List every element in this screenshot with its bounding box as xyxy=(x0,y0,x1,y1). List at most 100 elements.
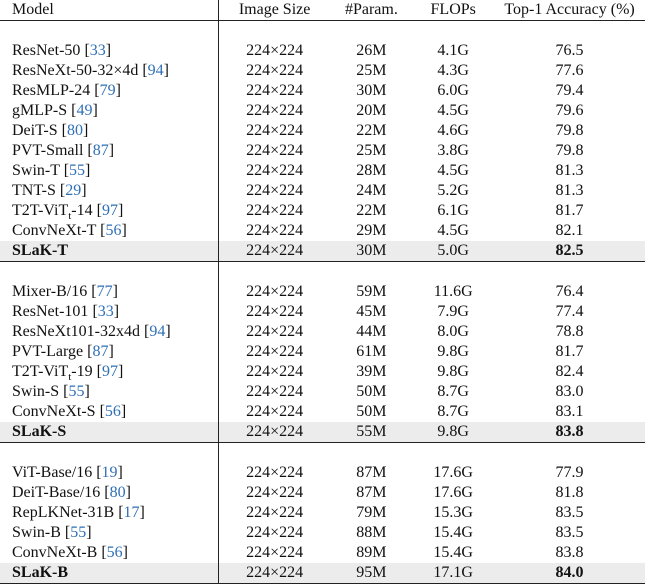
table-body: ResNet-50 [33] 224×224 26M 4.1G 76.5 ResNeXt-… xyxy=(0,20,645,584)
cell-flops: 17.1G xyxy=(412,563,495,584)
group-spacer xyxy=(0,261,645,282)
highlight-row: SLaK-S 224×224 55M 9.8G 83.8 xyxy=(0,422,645,443)
table-row: ConvNeXt-S [56] 224×224 50M 8.7G 83.1 xyxy=(0,402,645,422)
model-name: DeiT-Base/16 xyxy=(12,484,105,501)
cell-top1-accuracy: 77.9 xyxy=(555,464,584,481)
citation-link[interactable]: 87 xyxy=(92,142,109,159)
citation-link[interactable]: 33 xyxy=(89,42,106,59)
citation-link[interactable]: 94 xyxy=(149,323,166,340)
table-row: ResMLP-24 [79] 224×224 30M 6.0G 79.4 xyxy=(0,81,645,101)
citation-link[interactable]: 94 xyxy=(147,62,164,79)
citation-link[interactable]: 80 xyxy=(66,122,83,139)
cell-params: 24M xyxy=(356,182,387,199)
table-row: gMLP-S [49] 224×224 20M 4.5G 79.6 xyxy=(0,101,645,121)
cell-model: SLaK-S xyxy=(0,422,219,443)
cell-model: Mixer-B/16 [77] xyxy=(0,282,219,302)
cell-image-size: 224×224 xyxy=(246,102,304,119)
cell-flops: 6.1G xyxy=(437,202,469,219)
cell-params: 50M xyxy=(356,383,387,400)
cell-flops: 9.8G xyxy=(437,363,469,380)
cell-params: 95M xyxy=(330,563,413,584)
citation-link[interactable]: 56 xyxy=(104,403,121,420)
table-row: ResNeXt101-32x4d [94] 224×224 44M 8.0G 78.8 xyxy=(0,322,645,342)
cell-params: 26M xyxy=(356,42,387,59)
model-name: ViT-Base/16 xyxy=(12,464,97,481)
highlight-row: SLaK-T 224×224 30M 5.0G 82.5 xyxy=(0,241,645,262)
citation-link[interactable]: 79 xyxy=(99,82,116,99)
citation-link[interactable]: 97 xyxy=(101,202,118,219)
citation-link[interactable]: 87 xyxy=(92,343,109,360)
citation-link[interactable]: 55 xyxy=(68,383,85,400)
cell-image-size: 224×224 xyxy=(246,484,304,501)
cell-flops: 8.0G xyxy=(437,323,469,340)
table-row: DeiT-S [80] 224×224 22M 4.6G 79.8 xyxy=(0,121,645,141)
cell-top1-accuracy: 76.4 xyxy=(555,283,584,300)
cell-model: ResNeXt-50-32×4d [94] xyxy=(0,61,219,81)
cell-model: DeiT-S [80] xyxy=(0,121,219,141)
header-flops: FLOPs xyxy=(430,1,476,18)
header-params: #Param. xyxy=(344,1,398,18)
table-header-row: Model Image Size #Param. FLOPs Top-1 Acc… xyxy=(0,0,645,21)
cell-flops: 7.9G xyxy=(437,303,469,320)
cell-top1-accuracy: 77.6 xyxy=(555,62,584,79)
table-row: Mixer-B/16 [77] 224×224 59M 11.6G 76.4 xyxy=(0,282,645,302)
cell-model: ConvNeXt-S [56] xyxy=(0,402,219,422)
citation-link[interactable]: 56 xyxy=(105,222,122,239)
cell-model: ResMLP-24 [79] xyxy=(0,81,219,101)
cell-model: gMLP-S [49] xyxy=(0,101,219,121)
cell-flops: 15.4G xyxy=(433,544,473,561)
citation-link[interactable]: 77 xyxy=(96,283,113,300)
citation-link[interactable]: 97 xyxy=(101,363,118,380)
model-name-suffix: -19 xyxy=(71,363,97,380)
cell-image-size: 224×224 xyxy=(246,283,304,300)
citation-link[interactable]: 56 xyxy=(106,544,123,561)
cell-image-size: 224×224 xyxy=(246,122,304,139)
cell-model: PVT-Large [87] xyxy=(0,342,219,362)
cell-image-size: 224×224 xyxy=(246,162,304,179)
cell-flops: 6.0G xyxy=(437,82,469,99)
citation-link[interactable]: 33 xyxy=(97,303,114,320)
citation-link[interactable]: 49 xyxy=(76,102,93,119)
cell-image-size: 224×224 xyxy=(218,563,331,584)
cell-top1-accuracy: 81.3 xyxy=(555,162,584,179)
cell-model: Swin-B [55] xyxy=(0,523,219,543)
model-name-subscript: t xyxy=(68,210,72,223)
model-name: RepLKNet-31B xyxy=(12,504,119,521)
highlight-row: SLaK-B 224×224 95M 17.1G 84.0 xyxy=(0,563,645,584)
cell-image-size: 224×224 xyxy=(246,323,304,340)
citation-link[interactable]: 80 xyxy=(109,484,126,501)
cell-image-size: 224×224 xyxy=(246,504,304,521)
cell-top1-accuracy: 81.7 xyxy=(555,343,584,360)
cell-model: DeiT-Base/16 [80] xyxy=(0,483,219,503)
cell-flops: 9.8G xyxy=(412,422,495,443)
table-row: ResNet-50 [33] 224×224 26M 4.1G 76.5 xyxy=(0,41,645,61)
header-top1-accuracy: Top-1 Accuracy (%) xyxy=(504,1,635,18)
citation-link[interactable]: 29 xyxy=(65,182,82,199)
cell-flops: 8.7G xyxy=(437,383,469,400)
cell-model: ConvNeXt-T [56] xyxy=(0,221,219,241)
model-name: ResMLP-24 xyxy=(12,82,95,99)
model-name: T2T-ViT xyxy=(12,363,69,380)
citation-link[interactable]: 17 xyxy=(123,504,140,521)
citation-link[interactable]: 55 xyxy=(70,524,87,541)
cell-image-size: 224×224 xyxy=(246,222,304,239)
cell-image-size: 224×224 xyxy=(246,403,304,420)
citation-link[interactable]: 19 xyxy=(101,464,118,481)
cell-top1-accuracy: 83.8 xyxy=(555,544,584,561)
cell-top1-accuracy: 81.7 xyxy=(555,202,584,219)
table-row: ViT-Base/16 [19] 224×224 87M 17.6G 77.9 xyxy=(0,463,645,483)
cell-params: 87M xyxy=(356,464,387,481)
cell-model: RepLKNet-31B [17] xyxy=(0,503,219,523)
citation-link[interactable]: 55 xyxy=(69,162,86,179)
cell-image-size: 224×224 xyxy=(218,422,331,443)
cell-top1-accuracy: 81.8 xyxy=(555,484,584,501)
cell-top1-accuracy: 83.8 xyxy=(494,422,645,443)
cell-params: 22M xyxy=(356,202,387,219)
cell-params: 61M xyxy=(356,343,387,360)
cell-top1-accuracy: 77.4 xyxy=(555,303,584,320)
cell-top1-accuracy: 79.8 xyxy=(555,122,584,139)
model-name: ResNet-101 xyxy=(12,303,93,320)
cell-params: 22M xyxy=(356,122,387,139)
table-row: TNT-S [29] 224×224 24M 5.2G 81.3 xyxy=(0,181,645,201)
